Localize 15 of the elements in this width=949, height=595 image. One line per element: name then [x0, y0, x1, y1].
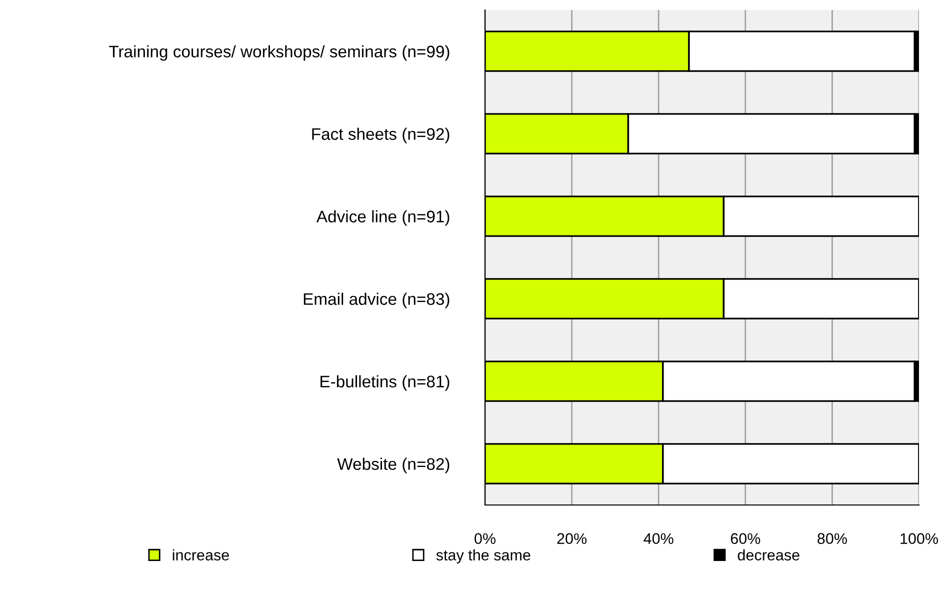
x-tick-label: 80% [818, 533, 847, 544]
y-tick-label: Website (n=82) [337, 458, 450, 474]
x-tick-label: 0% [474, 533, 496, 544]
x-tick-label: 40% [644, 533, 674, 544]
legend-label: decrease [738, 549, 800, 560]
y-tick-label: Advice line (n=91) [316, 210, 450, 226]
y-tick-label: Fact sheets (n=92) [312, 128, 450, 144]
x-tick-label: 100% [900, 533, 938, 544]
legend-label: increase [172, 549, 229, 560]
x-tick-label: 20% [557, 533, 587, 544]
y-tick-label: Training courses/ workshops/ seminars (n=99) [109, 45, 450, 61]
y-tick-label: Email advice (n=83) [304, 292, 450, 308]
legend-label: stay the same [436, 549, 530, 564]
x-tick-label: 60% [730, 533, 760, 544]
y-tick-label: E-bulletins (n=81) [320, 375, 450, 391]
